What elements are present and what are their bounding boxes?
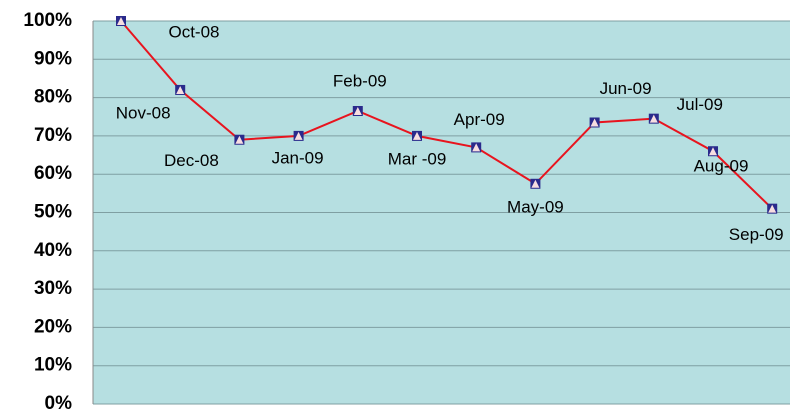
marker-triangle	[590, 118, 599, 127]
y-tick-label: 30%	[34, 278, 72, 299]
y-tick-label: 60%	[34, 163, 72, 184]
marker-triangle	[353, 107, 362, 116]
point-label: Oct-08	[168, 22, 219, 41]
marker-triangle	[413, 131, 421, 140]
point-label: Dec-08	[164, 151, 219, 170]
line	[120, 20, 773, 210]
marker-triangle	[294, 131, 303, 140]
point-label: Feb-09	[333, 71, 387, 90]
marker-triangle	[117, 17, 125, 25]
y-tick-label: 10%	[34, 355, 72, 376]
y-tick-label: 20%	[34, 316, 72, 337]
point-label: Jul-09	[677, 95, 723, 114]
point-label: Jun-09	[600, 79, 652, 98]
point-label: Nov-08	[116, 103, 171, 122]
point-label: May-09	[507, 197, 564, 216]
y-tick-label: 90%	[34, 48, 72, 69]
marker-triangle	[235, 135, 244, 144]
y-tick-label: 100%	[23, 10, 72, 31]
y-tick-label: 70%	[34, 125, 72, 146]
marker-triangle	[531, 179, 540, 188]
point-label: Mar -09	[388, 149, 447, 168]
y-tick-label: 40%	[34, 240, 72, 261]
point-label: Aug-09	[694, 157, 749, 176]
marker-triangle	[472, 143, 481, 152]
y-tick-label: 50%	[34, 202, 72, 223]
marker-triangle	[709, 147, 717, 156]
y-tick-label: 80%	[34, 87, 72, 108]
point-label: Apr-09	[454, 110, 505, 129]
point-label: Jan-09	[272, 148, 324, 167]
marker-triangle	[649, 114, 658, 123]
point-label: Sep-09	[729, 225, 784, 244]
marker-triangle	[768, 204, 777, 213]
marker-triangle	[176, 85, 185, 94]
y-tick-label: 0%	[45, 393, 73, 411]
